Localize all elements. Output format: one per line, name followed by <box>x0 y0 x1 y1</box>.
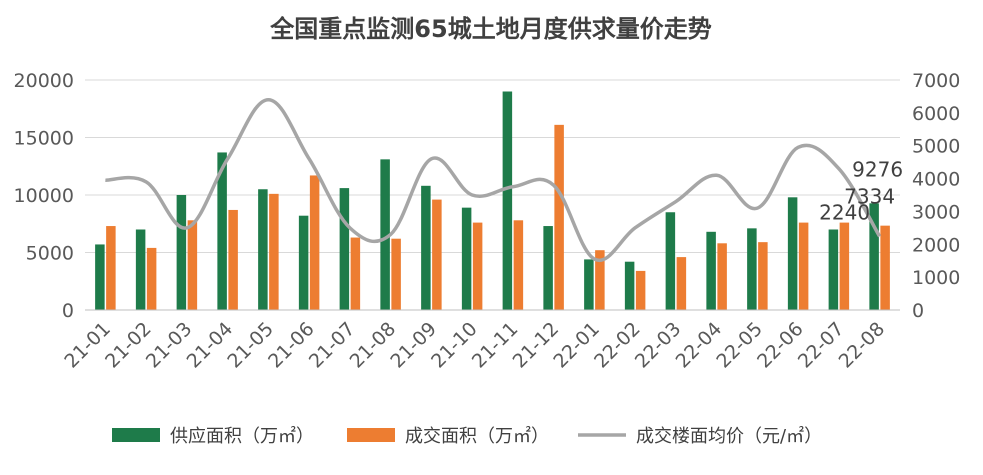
x-tick-label: 22-05 <box>712 318 767 373</box>
x-tick-label: 21-09 <box>386 318 441 373</box>
supply-bar <box>339 188 350 310</box>
deal-bar <box>513 220 524 310</box>
data-label: 9276 <box>852 157 903 181</box>
deal-bar <box>595 250 605 310</box>
deal-bar <box>350 237 361 310</box>
deal-bar <box>269 193 279 310</box>
deal-bar <box>106 226 116 310</box>
deal-bar <box>839 222 850 310</box>
left-tick-label: 15000 <box>14 128 74 150</box>
supply-bar <box>502 91 513 310</box>
data-label: 2240 <box>819 200 870 224</box>
x-tick-label: 22-07 <box>794 318 849 373</box>
supply-bar <box>258 189 268 310</box>
supply-bar <box>461 207 472 310</box>
supply-bar <box>869 203 879 310</box>
supply-bar <box>624 261 635 310</box>
x-tick-label: 22-08 <box>835 318 890 373</box>
x-tick-label: 21-07 <box>305 318 360 373</box>
supply-bar <box>176 195 187 310</box>
x-tick-label: 22-02 <box>590 318 645 373</box>
deal-bar <box>880 225 890 310</box>
deal-bar <box>758 242 768 310</box>
x-tick-label: 22-06 <box>753 318 808 373</box>
legend-label-supply: 供应面积（万㎡） <box>170 425 314 447</box>
supply-bar <box>584 259 594 310</box>
deal-bar <box>187 220 198 310</box>
supply-bar <box>787 197 798 310</box>
x-tick-label: 21-03 <box>142 318 197 373</box>
x-tick-label: 21-02 <box>101 318 156 373</box>
supply-bar <box>747 228 757 310</box>
right-tick-label: 1000 <box>912 267 960 289</box>
right-tick-label: 6000 <box>912 103 960 125</box>
right-tick-label: 0 <box>912 300 924 322</box>
x-tick-label: 21-05 <box>223 318 278 373</box>
bar-series <box>95 91 890 310</box>
x-tick-label: 22-03 <box>631 318 686 373</box>
x-tick-label: 21-12 <box>509 318 564 373</box>
x-tick-label: 22-01 <box>549 318 604 373</box>
deal-bar <box>554 124 564 310</box>
supply-bar <box>380 159 390 310</box>
price-line <box>105 97 882 263</box>
x-tick-label: 21-10 <box>427 318 482 373</box>
x-tick-label: 21-08 <box>346 318 401 373</box>
left-tick-label: 5000 <box>26 243 74 265</box>
x-tick-label: 21-04 <box>183 318 238 373</box>
legend-label-price: 成交楼面均价（元/㎡） <box>636 425 822 447</box>
left-tick-label: 20000 <box>14 70 74 92</box>
line-series <box>105 97 882 263</box>
left-tick-label: 0 <box>62 300 74 322</box>
right-tick-label: 7000 <box>912 70 960 92</box>
legend-swatch-supply <box>112 428 160 442</box>
deal-bar <box>676 257 687 310</box>
supply-bar <box>135 229 146 310</box>
deal-bar <box>432 199 442 310</box>
right-tick-label: 2000 <box>912 234 960 256</box>
data-label: 7334 <box>844 185 895 209</box>
legend-label-deal: 成交面积（万㎡） <box>405 425 549 447</box>
x-tick-label: 21-06 <box>264 318 319 373</box>
supply-bar <box>298 215 309 310</box>
supply-bar <box>706 231 716 310</box>
supply-bar <box>828 229 839 310</box>
deal-bar <box>798 222 809 310</box>
supply-bar <box>665 212 676 310</box>
x-tick-label: 21-01 <box>60 318 115 373</box>
supply-bar <box>95 244 105 310</box>
deal-bar <box>309 175 320 310</box>
supply-bar <box>421 185 431 310</box>
legend-swatch-deal <box>347 428 395 442</box>
right-y-axis: 0 1000 2000 3000 4000 5000 6000 7000 <box>912 70 960 322</box>
deal-bar <box>146 247 157 310</box>
chart-title: 全国重点监测65城土地月度供求量价走势 <box>269 15 711 43</box>
x-tick-label: 21-11 <box>468 318 523 373</box>
deal-bar <box>635 270 646 310</box>
right-tick-label: 5000 <box>912 136 960 158</box>
legend: 供应面积（万㎡） 成交面积（万㎡） 成交楼面均价（元/㎡） <box>112 425 822 447</box>
left-y-axis: 0 5000 10000 15000 20000 <box>14 70 74 322</box>
deal-bar <box>472 222 483 310</box>
deal-bar <box>391 238 401 310</box>
supply-bar <box>543 226 553 310</box>
deal-bar <box>717 243 727 310</box>
x-tick-label: 22-04 <box>672 318 727 373</box>
x-axis: 21-0121-0221-0321-0421-0521-0621-0721-08… <box>60 309 900 373</box>
supply-bar <box>217 152 227 310</box>
deal-bar <box>228 209 238 310</box>
left-tick-label: 10000 <box>14 185 74 207</box>
right-tick-label: 4000 <box>912 169 960 191</box>
right-tick-label: 3000 <box>912 201 960 223</box>
